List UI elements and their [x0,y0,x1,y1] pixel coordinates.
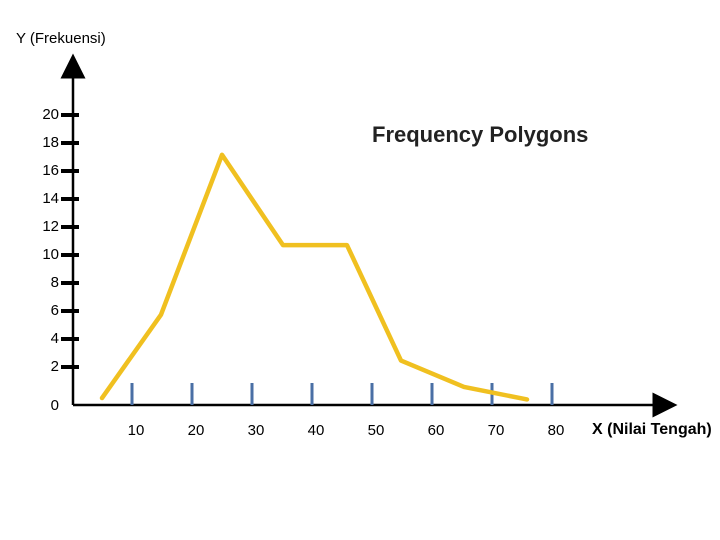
y-tick-label: 0 [51,397,59,414]
x-axis-label: X (Nilai Tengah) [592,421,712,438]
x-tick-label: 10 [128,422,145,439]
x-tick-label: 20 [188,422,205,439]
y-tick-label: 6 [51,302,59,319]
y-tick-label: 10 [42,246,59,263]
y-tick-label: 12 [42,218,59,235]
frequency-polygon-line [99,152,530,402]
y-tick-label: 20 [42,106,59,123]
y-tick-label: 2 [51,358,59,375]
y-tick-label: 16 [42,162,59,179]
x-tick-label: 70 [488,422,505,439]
chart-title: Frequency Polygons [372,122,589,147]
y-axis-label: Y (Frekuensi) [16,30,106,47]
y-tick-label: 14 [42,190,59,207]
x-tick-label: 40 [308,422,325,439]
x-tick-label: 60 [428,422,445,439]
x-tick-label: 50 [368,422,385,439]
y-tick-label: 4 [51,330,59,347]
x-tick-label: 80 [548,422,565,439]
y-tick-label: 8 [51,274,59,291]
x-tick-label: 30 [248,422,265,439]
y-tick-label: 18 [42,134,59,151]
